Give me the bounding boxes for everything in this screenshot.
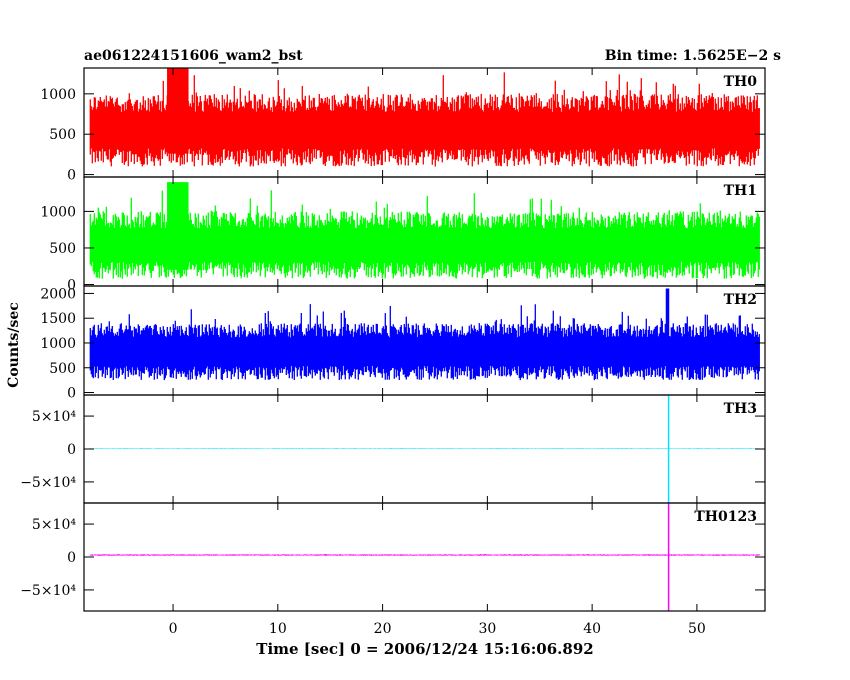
xtick-label-0: 0 [169, 621, 178, 637]
trace-th1 [89, 190, 760, 279]
ytick-label-th2-3: 1500 [40, 311, 76, 327]
trace-th0 [89, 72, 760, 167]
xtick-label-1: 10 [269, 621, 287, 637]
trace-th3 [89, 448, 760, 449]
feature-th0-0 [167, 68, 189, 154]
bin-time-label: Bin time: 1.5625E−2 s [605, 48, 781, 64]
chart-title: ae061224151606_wam2_bst [84, 48, 303, 64]
xtick-label-2: 20 [374, 621, 392, 637]
ytick-label-th3-0: 5×10⁴ [32, 409, 76, 425]
ytick-label-th1-2: 1000 [40, 204, 76, 220]
panel-label-th3: TH3 [724, 401, 757, 417]
y-axis-label: Counts/sec [6, 302, 22, 388]
panel-th1: 0 500 1000 TH1 [40, 176, 766, 294]
ytick-label-th0123-1: 0 [67, 550, 76, 566]
panel-label-th2: TH2 [724, 292, 757, 308]
feature-th1-0 [167, 182, 189, 270]
ytick-label-th0-0: 0 [67, 168, 76, 184]
ytick-label-th2-0: 0 [67, 386, 76, 402]
xtick-label-3: 30 [478, 621, 496, 637]
panel-label-th0123: TH0123 [694, 509, 757, 525]
xtick-label-4: 40 [583, 621, 601, 637]
ytick-label-th2-2: 1000 [40, 336, 76, 352]
ytick-label-th1-1: 500 [49, 241, 76, 257]
ytick-label-th2-1: 500 [49, 361, 76, 377]
panel-th0123: 5×10⁴ 0 −5×10⁴ TH0123 [20, 502, 766, 612]
ytick-label-th0123-2: −5×10⁴ [20, 583, 76, 599]
ytick-label-th3-2: −5×10⁴ [20, 475, 76, 491]
x-axis: 0 10 20 30 40 50 [169, 621, 706, 637]
ytick-label-th2-4: 2000 [40, 286, 76, 302]
feature-th2-0 [665, 288, 670, 378]
ytick-label-th0-1: 500 [49, 127, 76, 143]
x-axis-label: Time [sec] 0 = 2006/12/24 15:16:06.892 [256, 640, 593, 658]
panel-label-th1: TH1 [724, 183, 757, 199]
trace-th0123 [89, 554, 760, 556]
trace-th2 [89, 304, 760, 381]
panel-label-th0: TH0 [724, 74, 758, 90]
ytick-label-th0123-0: 5×10⁴ [32, 517, 76, 533]
panel-frame-th0123 [83, 502, 766, 612]
ytick-label-th1-0: 0 [67, 278, 76, 294]
panel-th3: 5×10⁴ 0 −5×10⁴ TH3 [20, 394, 766, 504]
xtick-label-5: 50 [688, 621, 706, 637]
ytick-label-th3-1: 0 [67, 442, 76, 458]
panel-th0: 0 500 1000 TH0 [40, 67, 766, 184]
panel-th2: 0 500 1000 1500 2000 TH2 [40, 285, 766, 402]
ytick-label-th0-2: 1000 [40, 87, 76, 103]
panels-group: 0 500 1000 TH0 0 500 1000 TH1 0 500 1000 1500 2000 TH… [20, 67, 766, 612]
